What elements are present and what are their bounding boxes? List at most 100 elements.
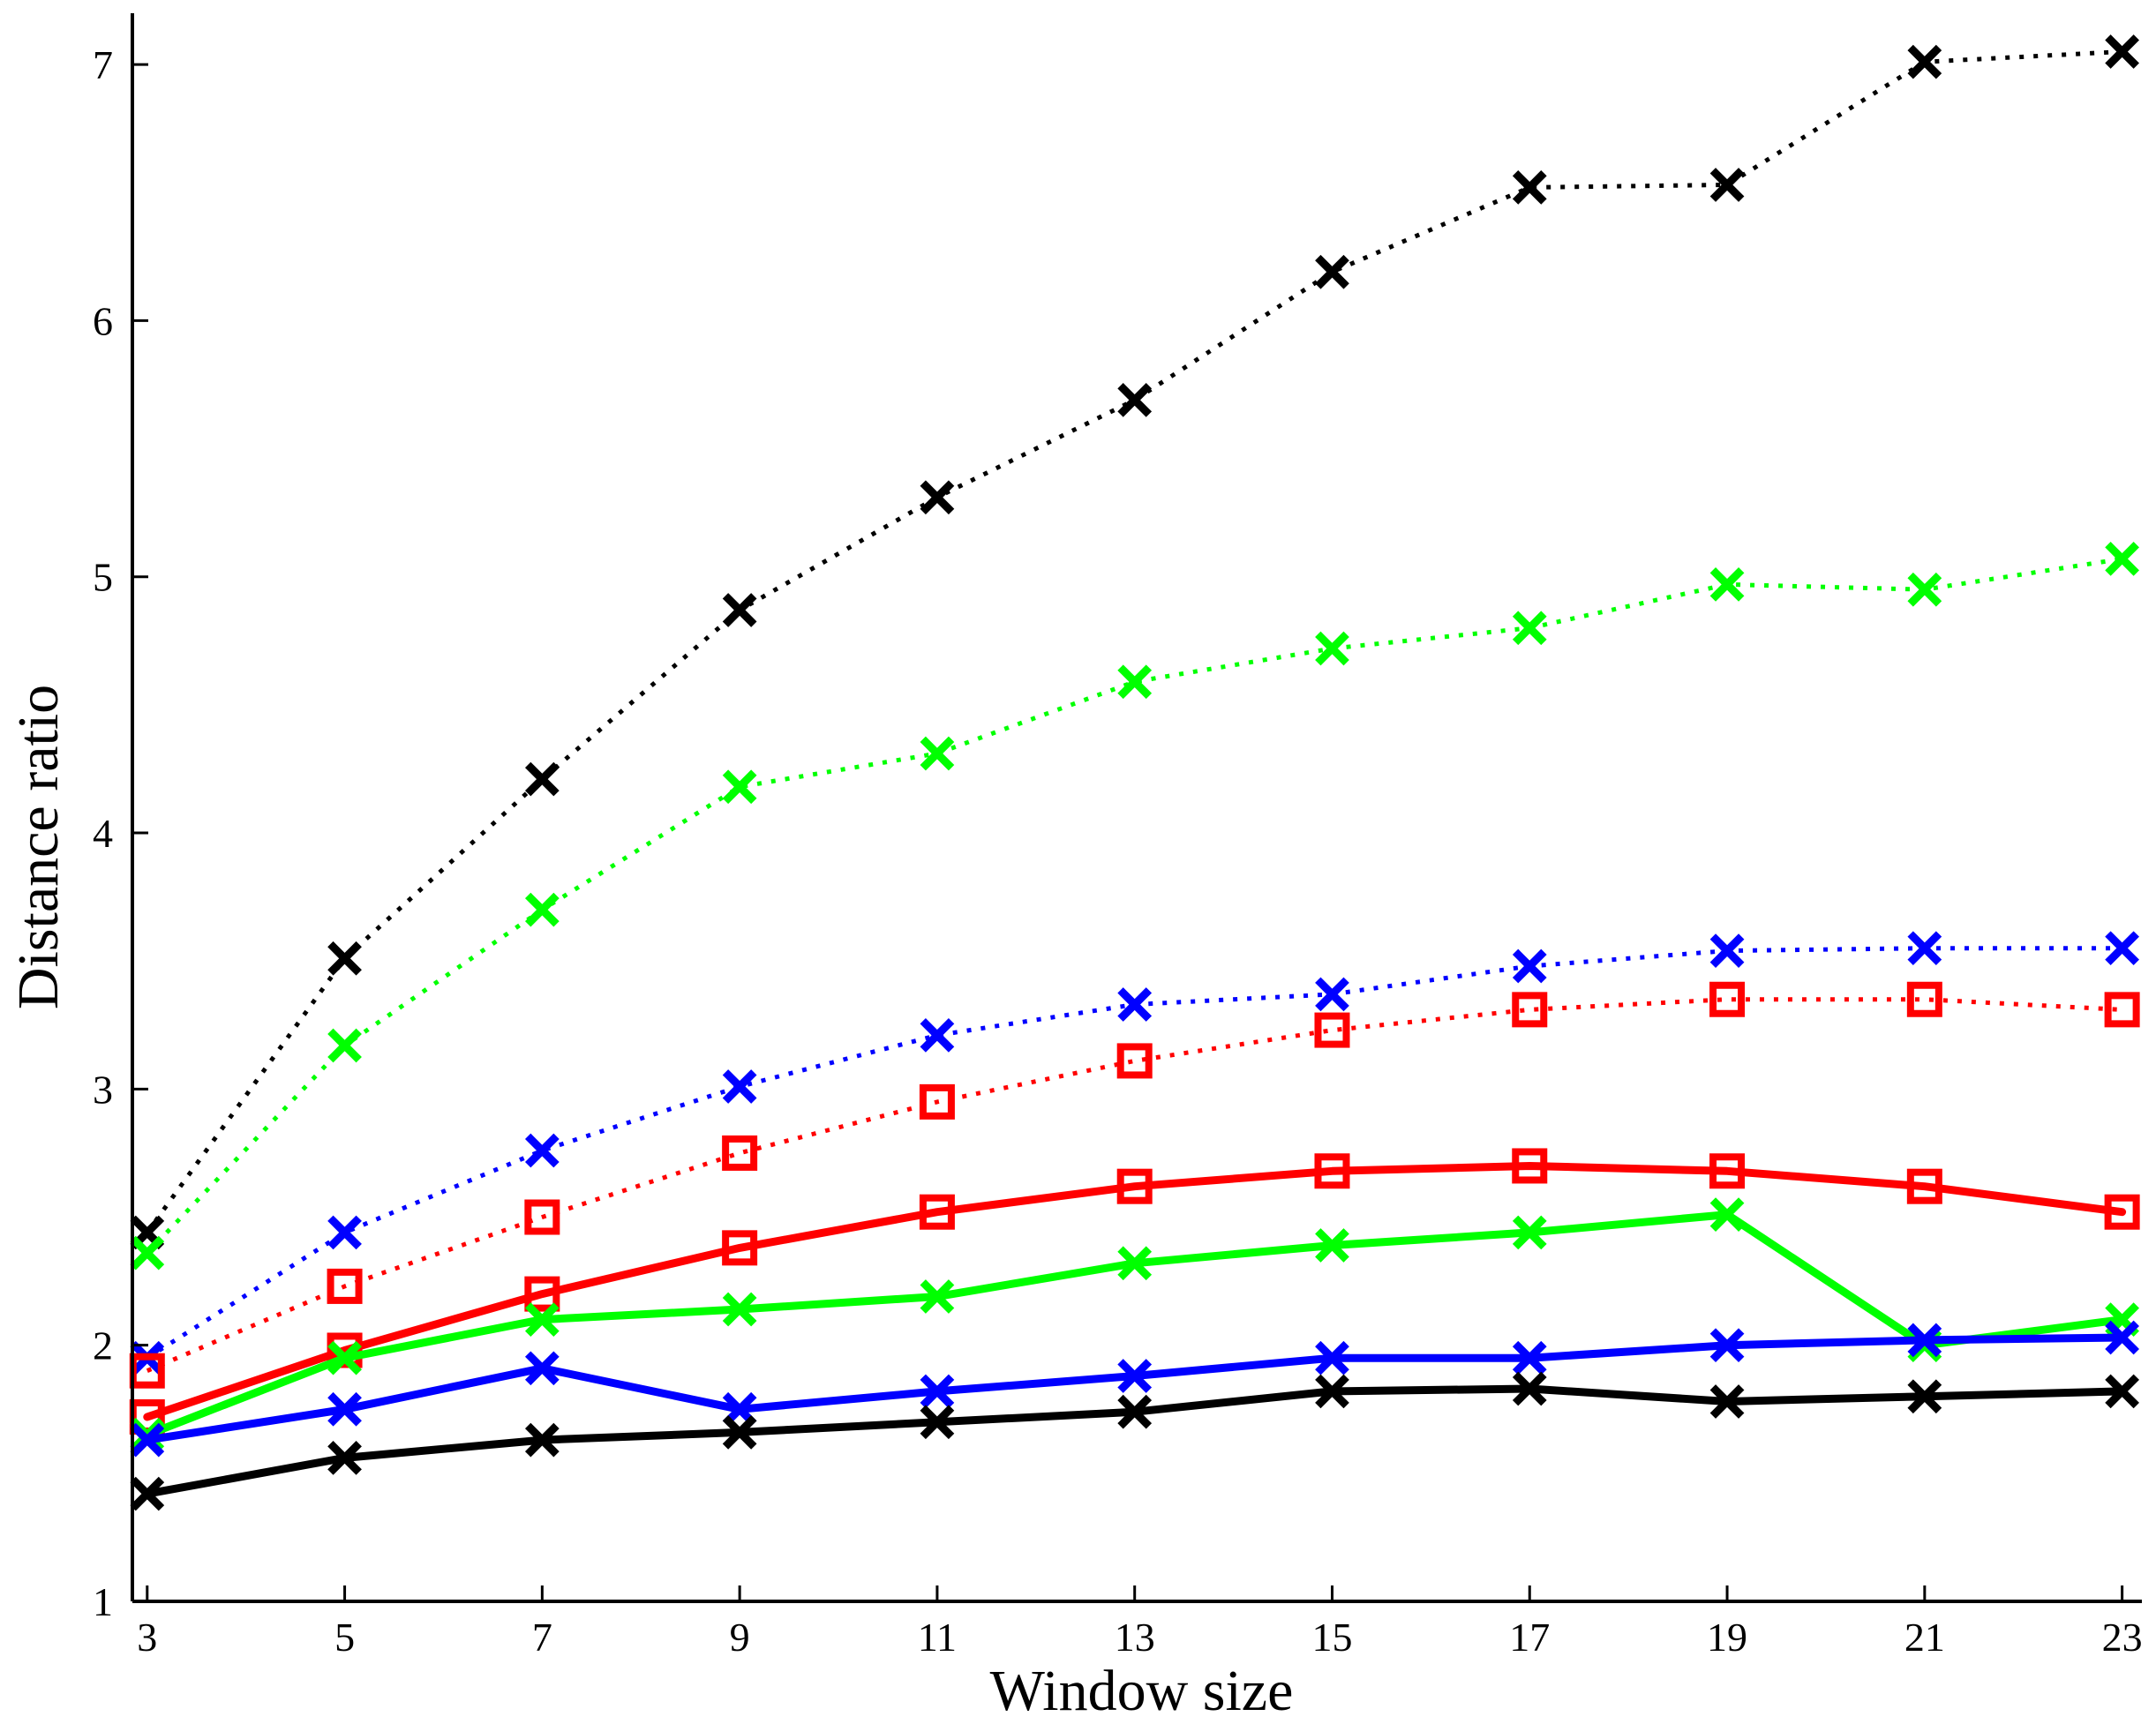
data-point [1906,1168,1942,1204]
data-point [920,1279,955,1314]
y-tick-label: 7 [93,42,113,87]
series-2 [130,931,2139,1375]
data-point [1512,992,1548,1028]
data-point [1117,987,1153,1022]
data-point [722,1069,757,1104]
series-line [145,556,2122,1255]
data-point [920,1018,955,1053]
series-6 [130,1320,2139,1458]
data-point [2105,1320,2139,1355]
data-point [1315,1340,1349,1375]
series-1 [130,542,2139,1271]
x-axis-title: Window size [990,1659,1294,1723]
data-point [130,1235,165,1271]
data-point [1709,1384,1745,1419]
data-point [722,1415,757,1450]
data-point [722,1391,757,1427]
data-point [1117,1394,1153,1429]
data-point [1907,1379,1942,1414]
data-point [722,1230,758,1266]
data-point [2105,1374,2139,1409]
x-tick-label: 13 [1115,1615,1155,1660]
series-7 [130,1371,2139,1511]
data-point [1907,1323,1942,1358]
y-axis-title: Distance ratio [6,685,71,1009]
data-point [1315,631,1349,666]
data-point [1315,977,1349,1012]
data-point [1315,1374,1349,1409]
y-tick-label: 1 [93,1579,113,1624]
data-point [327,1340,362,1375]
data-point [1314,1012,1350,1048]
data-point [1512,948,1547,984]
y-tick-label: 5 [93,555,113,600]
y-ticks: 1 2 3 4 5 6 7 [93,42,148,1624]
data-point [722,1292,757,1327]
data-point [524,1422,560,1458]
data-point [1117,383,1153,417]
data-point [1512,611,1547,646]
data-point [1709,1197,1745,1232]
data-point [1117,664,1153,700]
x-tick-label: 11 [918,1615,957,1660]
data-point [327,1441,362,1475]
data-point [1709,933,1745,968]
data-point [920,736,955,771]
data-point [1314,1153,1350,1189]
y-tick-label: 4 [93,811,113,856]
data-point [524,1133,560,1168]
y-tick-label: 2 [93,1323,113,1368]
data-point [1512,1215,1547,1250]
x-tick-label: 23 [2102,1615,2143,1660]
data-point [1709,168,1745,202]
data-point [524,1199,560,1235]
data-point [1315,254,1349,289]
data-point [1709,1153,1746,1189]
data-point [1117,1246,1153,1281]
x-tick-label: 3 [137,1615,157,1660]
data-point [327,1391,362,1427]
data-point [524,1351,560,1386]
data-point [1512,1340,1547,1375]
data-point [1512,1371,1547,1406]
data-point [2105,931,2139,966]
data-point [1512,170,1547,205]
data-point [1116,1043,1153,1079]
data-point [722,593,757,627]
x-tick-label: 9 [730,1615,750,1660]
data-point [1709,981,1746,1017]
series-line [146,997,2122,1373]
x-tick-label: 7 [532,1615,552,1660]
data-point [524,1302,560,1338]
series-line [143,1384,2127,1498]
x-ticks: 3 5 7 9 11 13 15 17 19 21 23 [137,1585,2143,1660]
data-point [920,1374,955,1409]
series-line [143,1162,2127,1421]
series-3 [129,981,2140,1389]
data-point [1709,567,1745,602]
series-line [143,1333,2127,1444]
data-point [722,1135,758,1171]
data-point [1906,981,1942,1017]
x-tick-label: 5 [334,1615,355,1660]
data-point [2105,34,2139,69]
data-point [2105,542,2139,576]
data-point [327,1215,362,1250]
data-point [920,1405,955,1440]
data-point [524,1276,560,1312]
y-tick-label: 6 [93,298,113,343]
data-point [2104,992,2140,1028]
plot-series [129,34,2140,1511]
data-point [524,892,560,927]
data-point [524,761,560,797]
data-point [919,1194,955,1230]
data-point [1709,1328,1745,1363]
data-point [1907,931,1942,966]
data-point [722,769,757,805]
data-point [919,1083,955,1120]
data-point [327,1028,362,1063]
data-point [1512,1148,1548,1184]
data-point [1116,1168,1153,1204]
